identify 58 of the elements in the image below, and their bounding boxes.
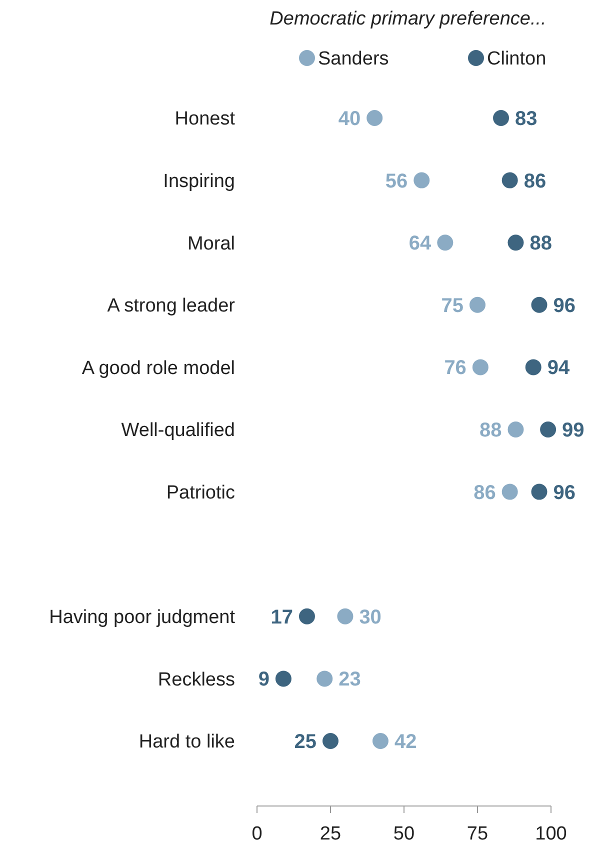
point — [508, 234, 524, 251]
point — [540, 422, 556, 438]
y-tick-label: A strong leader — [107, 296, 236, 317]
legend-title: Democratic primary preference... — [270, 8, 546, 30]
data-label: 99 — [562, 420, 584, 442]
point — [472, 359, 488, 376]
data-label: 96 — [553, 294, 576, 317]
point — [322, 733, 338, 749]
x-tick-label: 75 — [466, 824, 488, 844]
data-label: 30 — [359, 606, 382, 628]
data-label: 40 — [338, 108, 361, 130]
point — [531, 484, 548, 500]
x-tick-label: 0 — [252, 824, 262, 844]
point — [493, 110, 510, 126]
data-label: 25 — [294, 731, 316, 753]
data-label: 56 — [385, 170, 408, 192]
point — [275, 670, 292, 687]
point — [337, 608, 354, 624]
x-tick-label: 50 — [393, 824, 415, 844]
point — [437, 234, 454, 251]
y-tick-label: Hard to like — [138, 732, 235, 753]
point — [366, 110, 383, 126]
point — [502, 484, 518, 500]
y-tick-label: Inspiring — [163, 170, 235, 192]
data-label: 42 — [394, 731, 417, 753]
data-label: 86 — [524, 170, 546, 192]
y-tick-label: Reckless — [158, 669, 235, 690]
x-tick-label: 100 — [535, 824, 567, 844]
point — [298, 608, 315, 624]
data-label: 17 — [270, 606, 293, 628]
point — [414, 172, 430, 188]
y-tick-label: Having poor judgment — [49, 607, 236, 628]
point — [316, 670, 333, 687]
data-label: 83 — [515, 108, 538, 130]
data-label: 64 — [408, 232, 432, 255]
data-label: 75 — [441, 294, 464, 317]
y-tick-label: A good role model — [82, 358, 235, 379]
data-label: 96 — [553, 482, 576, 504]
point — [525, 359, 542, 376]
x-tick-label: 25 — [320, 824, 342, 844]
data-label: 94 — [547, 357, 570, 380]
legend-label: Sanders — [318, 48, 389, 70]
y-tick-label: Patriotic — [166, 482, 235, 504]
point — [470, 296, 486, 313]
point — [372, 733, 388, 749]
legend-label: Clinton — [487, 48, 546, 70]
data-label: 9 — [258, 668, 270, 691]
data-label: 88 — [530, 232, 552, 255]
data-label: 88 — [479, 420, 502, 442]
point — [531, 296, 548, 313]
data-label: 23 — [338, 668, 361, 691]
data-label: 86 — [474, 482, 496, 504]
point — [508, 422, 524, 438]
y-tick-label: Honest — [174, 108, 236, 130]
point — [502, 172, 518, 188]
y-tick-label: Well-qualified — [121, 420, 235, 442]
data-label: 76 — [444, 357, 466, 380]
y-tick-label: Moral — [187, 233, 235, 254]
